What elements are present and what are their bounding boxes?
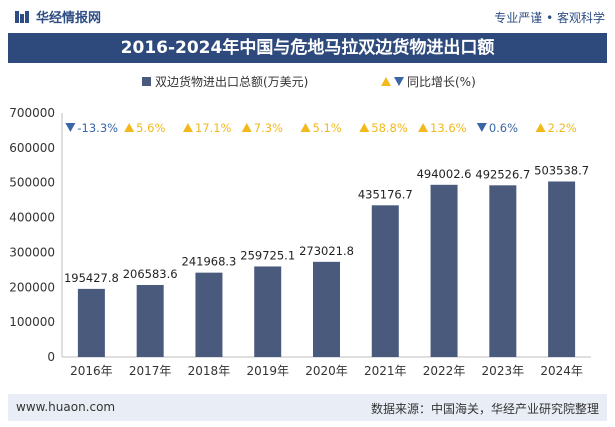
- huajing-logo-icon: [15, 10, 29, 23]
- bar-value-label: 492526.7: [475, 167, 530, 181]
- top-bar: 华经情报网 专业严谨 • 客观科学: [0, 0, 615, 32]
- bar-value-label: 241968.3: [182, 255, 237, 269]
- bar: [371, 205, 399, 357]
- growth-label: 5.1%: [313, 121, 342, 135]
- growth-label: 7.3%: [254, 121, 283, 135]
- growth-down-triangle-icon: [476, 123, 487, 132]
- growth-label: 13.6%: [430, 121, 467, 135]
- bar: [430, 184, 458, 357]
- growth-label: 2.2%: [548, 121, 577, 135]
- bar-value-label: 259725.1: [240, 248, 295, 262]
- legend-label-growth: 同比增长(%): [407, 75, 476, 89]
- legend-label-amount: 双边货物进出口总额(万美元): [155, 74, 308, 89]
- growth-label: 58.8%: [371, 121, 408, 135]
- bar: [489, 185, 517, 357]
- title-bar: 2016-2024年中国与危地马拉双边货物进出口额: [8, 33, 607, 63]
- growth-up-triangle-icon: [359, 123, 370, 132]
- bar: [77, 288, 105, 357]
- bar: [195, 272, 223, 357]
- x-tick-label: 2021年: [364, 364, 407, 378]
- bar-value-label: 494002.6: [417, 167, 472, 181]
- y-tick-label: 300000: [9, 245, 55, 259]
- y-tick-label: 500000: [9, 176, 55, 190]
- bar: [136, 284, 164, 357]
- growth-label: 0.6%: [489, 121, 518, 135]
- brand-name: 华经情报网: [36, 11, 102, 26]
- bar: [548, 181, 576, 357]
- bar-value-label: 503538.7: [534, 163, 589, 177]
- growth-up-triangle-icon: [241, 123, 252, 132]
- bar-value-label: 195427.8: [64, 271, 119, 285]
- footer: www.huaon.com 数据来源：中国海关，华经产业研究院整理: [8, 394, 607, 421]
- x-tick-label: 2016年: [70, 364, 113, 378]
- x-tick-label: 2020年: [305, 364, 348, 378]
- footer-source: 数据来源：中国海关，华经产业研究院整理: [370, 402, 599, 416]
- y-tick-label: 700000: [9, 106, 55, 120]
- bar: [254, 266, 282, 357]
- growth-up-triangle-icon: [300, 123, 311, 132]
- brand: 华经情报网: [14, 7, 101, 26]
- x-tick-label: 2023年: [482, 364, 525, 378]
- legend-up-triangle-icon: [381, 77, 391, 86]
- tagline: 专业严谨 • 客观科学: [494, 11, 605, 25]
- growth-up-triangle-icon: [418, 123, 429, 132]
- chart-title: 2016-2024年中国与危地马拉双边货物进出口额: [120, 38, 495, 58]
- x-tick-label: 2018年: [188, 364, 231, 378]
- legend-down-triangle-icon: [394, 77, 404, 86]
- x-tick-label: 2022年: [423, 364, 466, 378]
- footer-url: www.huaon.com: [16, 400, 116, 414]
- growth-up-triangle-icon: [124, 123, 135, 132]
- y-tick-label: 400000: [9, 211, 55, 225]
- y-tick-label: 0: [47, 350, 55, 364]
- legend-swatch-amount: [142, 77, 151, 86]
- y-tick-label: 100000: [9, 315, 55, 329]
- bar: [313, 261, 340, 357]
- x-tick-label: 2017年: [129, 364, 172, 378]
- y-tick-label: 600000: [9, 141, 55, 155]
- bar-value-label: 273021.8: [299, 244, 354, 258]
- growth-up-triangle-icon: [182, 123, 193, 132]
- bar-value-label: 435176.7: [358, 187, 413, 201]
- growth-label: 5.6%: [136, 121, 165, 135]
- bar-value-label: 206583.6: [123, 267, 178, 281]
- growth-down-triangle-icon: [65, 123, 76, 132]
- growth-label: 17.1%: [195, 121, 232, 135]
- y-tick-label: 200000: [9, 280, 55, 294]
- growth-up-triangle-icon: [535, 123, 546, 132]
- x-tick-label: 2024年: [540, 364, 583, 378]
- x-tick-label: 2019年: [246, 364, 289, 378]
- growth-label: -13.3%: [77, 121, 118, 135]
